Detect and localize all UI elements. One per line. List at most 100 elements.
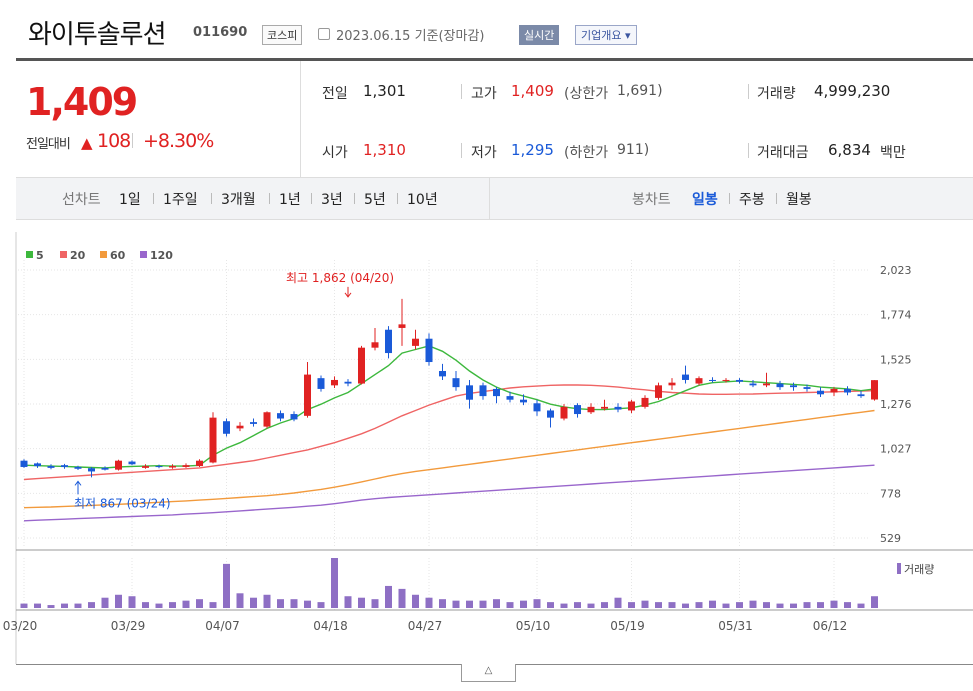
candle-body xyxy=(358,347,365,384)
volume-bar xyxy=(493,599,500,608)
candle-body xyxy=(209,417,217,463)
volume-bar xyxy=(695,602,703,608)
candle-body xyxy=(115,460,122,470)
candle-body xyxy=(74,466,82,469)
candle-body xyxy=(736,379,743,382)
candle-body xyxy=(479,385,487,397)
volume-bar xyxy=(425,597,433,608)
divider xyxy=(489,177,490,219)
prev-close-value: 1,301 xyxy=(363,82,406,100)
candle-body xyxy=(101,467,109,470)
volume-bar xyxy=(709,600,716,608)
volume-bar xyxy=(344,596,352,608)
volume-bar xyxy=(830,600,838,608)
candle-body xyxy=(641,397,649,407)
y-tick-label: 1,774 xyxy=(880,309,912,322)
volume-bar xyxy=(47,605,55,608)
lower-limit-value: 911) xyxy=(617,142,650,158)
y-tick-label: 778 xyxy=(880,487,901,500)
low-label: 저가 xyxy=(471,145,497,161)
tab-1day[interactable]: 1일 xyxy=(119,192,141,208)
candle-body xyxy=(776,383,784,388)
candle-body xyxy=(142,466,149,468)
volume-bar xyxy=(790,603,797,608)
tab-3month[interactable]: 3개월 xyxy=(221,192,256,208)
candle-body xyxy=(385,329,392,354)
legend-swatch xyxy=(140,251,147,258)
volume-bar xyxy=(466,600,473,608)
tab-daily[interactable]: 일봉 xyxy=(692,192,718,208)
volume-bar xyxy=(560,603,568,608)
volume-bar xyxy=(209,602,217,608)
candle-body xyxy=(304,374,311,416)
candle-body xyxy=(169,466,176,468)
volume-bar xyxy=(817,602,824,608)
volume-bar xyxy=(250,597,257,608)
chart-background xyxy=(16,232,973,664)
collapse-button[interactable]: △ xyxy=(461,664,516,682)
tab-5year[interactable]: 5년 xyxy=(364,192,386,208)
candle-body xyxy=(20,460,28,467)
volume-legend-label: 거래량 xyxy=(904,563,934,576)
candlestick-chart[interactable]: 2,023 1,774 1,525 1,276 1,027 778 529 03/20 03/2… xyxy=(0,232,973,664)
divider xyxy=(16,58,973,61)
divider xyxy=(748,143,749,158)
candle-body xyxy=(439,370,446,377)
candle-body xyxy=(668,382,676,386)
volume-bar xyxy=(331,558,338,608)
change-percent: +8.30% xyxy=(143,130,214,152)
stock-name: 와이투솔루션 xyxy=(28,20,167,50)
tab-weekly[interactable]: 주봉 xyxy=(739,192,765,208)
volume-bar xyxy=(601,602,608,608)
x-tick-label: 06/12 xyxy=(813,619,848,633)
open-value: 1,310 xyxy=(363,141,406,159)
volume-bar xyxy=(574,602,581,608)
tab-10year[interactable]: 10년 xyxy=(407,192,438,208)
line-chart-label: 선차트 xyxy=(62,192,101,208)
divider xyxy=(729,193,730,204)
volume-bar xyxy=(871,596,878,608)
candle-body xyxy=(250,422,257,424)
tab-monthly[interactable]: 월봉 xyxy=(786,192,812,208)
volume-bar xyxy=(520,600,527,608)
y-tick-label: 529 xyxy=(880,532,901,545)
volume-bar xyxy=(88,602,95,608)
candle-body xyxy=(560,406,568,419)
volume-legend-swatch xyxy=(897,563,901,574)
high-annotation: 최고 1,862 (04/20) xyxy=(286,271,394,285)
candle-body xyxy=(749,383,757,386)
candle-body xyxy=(803,387,811,389)
candle-body xyxy=(844,388,851,393)
low-annotation: 최저 867 (03/24) xyxy=(74,496,171,510)
candle-body xyxy=(196,460,203,467)
candle-body xyxy=(682,374,689,380)
candle-body xyxy=(277,413,284,419)
realtime-button[interactable]: 실시간 xyxy=(519,25,560,45)
divider xyxy=(311,193,312,204)
candle-body xyxy=(317,378,325,389)
candle-body xyxy=(506,396,514,400)
candle-body xyxy=(614,406,622,410)
candle-body xyxy=(223,421,230,434)
legend-swatch xyxy=(26,251,33,258)
volume-value: 4,999,230 xyxy=(814,82,891,100)
x-tick-label: 04/27 xyxy=(408,619,443,633)
candle-body xyxy=(425,338,433,363)
company-overview-dropdown[interactable]: 기업개요 ▾ xyxy=(575,25,637,45)
volume-bar xyxy=(547,602,554,608)
candle-body xyxy=(452,378,460,388)
tab-1week[interactable]: 1주일 xyxy=(163,192,198,208)
volume-bar xyxy=(736,602,743,608)
tab-3year[interactable]: 3년 xyxy=(321,192,343,208)
y-tick-label: 1,276 xyxy=(880,398,912,411)
volume-bar xyxy=(385,585,392,608)
volume-bar xyxy=(776,603,784,608)
calendar-icon xyxy=(318,28,330,40)
tab-1year[interactable]: 1년 xyxy=(279,192,301,208)
y-tick-label: 1,525 xyxy=(880,353,912,366)
volume-bar xyxy=(223,563,230,608)
candle-body xyxy=(722,379,730,381)
change-label: 전일대비 xyxy=(26,137,71,152)
volume-bar xyxy=(20,603,28,608)
y-tick-label: 1,027 xyxy=(880,443,912,456)
